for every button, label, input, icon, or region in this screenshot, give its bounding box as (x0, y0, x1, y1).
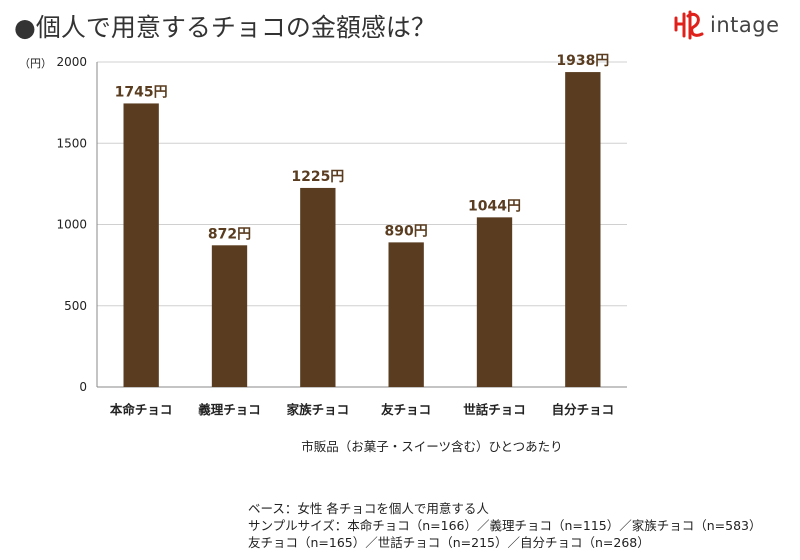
data-label: 872円 (208, 226, 251, 242)
bar (476, 217, 513, 387)
footnote: ベース：女性 各チョコを個人で用意する人 サンプルサイズ：本命チョコ（n=166… (248, 500, 762, 551)
x-tick-label: 義理チョコ (198, 402, 261, 417)
x-tick-label: 家族チョコ (287, 402, 350, 417)
page-title: ●個人で用意するチョコの金額感は？ (14, 13, 436, 42)
footnote-base: ベース：女性 各チョコを個人で用意する人 (248, 501, 489, 516)
x-tick-label: 友チョコ (380, 402, 431, 417)
x-tick-label: 世話チョコ (463, 402, 526, 417)
data-label: 1044円 (468, 198, 521, 214)
y-tick-label: 1000 (56, 218, 87, 232)
grid-lines (97, 61, 627, 388)
x-tick-label: 本命チョコ (110, 402, 173, 417)
intage-logo: intage (672, 8, 780, 42)
bar (565, 72, 601, 387)
bar (300, 187, 336, 387)
footnote-sample-sizes-1: サンプルサイズ：本命チョコ（n=166）／義理チョコ（n=115）／家族チョコ（… (248, 518, 762, 533)
data-labels: 1745円 872円 1225円 890円 1044円 1938円 (115, 53, 610, 242)
axes: 0 500 1000 1500 2000 本命チョコ 義理チョコ 家族チョコ 友チョコ 世話チョコ… (56, 55, 627, 417)
data-label: 890円 (385, 223, 428, 239)
bars (123, 72, 601, 387)
bar (123, 103, 159, 387)
footnote-sample-sizes-2: 友チョコ（n=165）／世話チョコ（n=215）／自分チョコ（n=268） (248, 535, 650, 550)
data-label: 1745円 (115, 84, 168, 100)
data-label: 1938円 (556, 53, 609, 69)
y-tick-label: 500 (64, 299, 87, 313)
bar (211, 245, 248, 387)
bar (388, 242, 424, 387)
x-tick-label: 自分チョコ (552, 402, 615, 417)
y-axis-unit-label: （円） (19, 57, 52, 70)
y-tick-label: 0 (79, 380, 87, 394)
logo-text: intage (710, 13, 780, 37)
x-axis-title: 市販品（お菓子・スイーツ含む）ひとつあたり (301, 439, 562, 454)
data-label: 1225円 (291, 169, 344, 185)
intage-logo-icon (674, 10, 704, 40)
y-tick-label: 1500 (56, 136, 87, 150)
y-tick-label: 2000 (56, 55, 87, 69)
